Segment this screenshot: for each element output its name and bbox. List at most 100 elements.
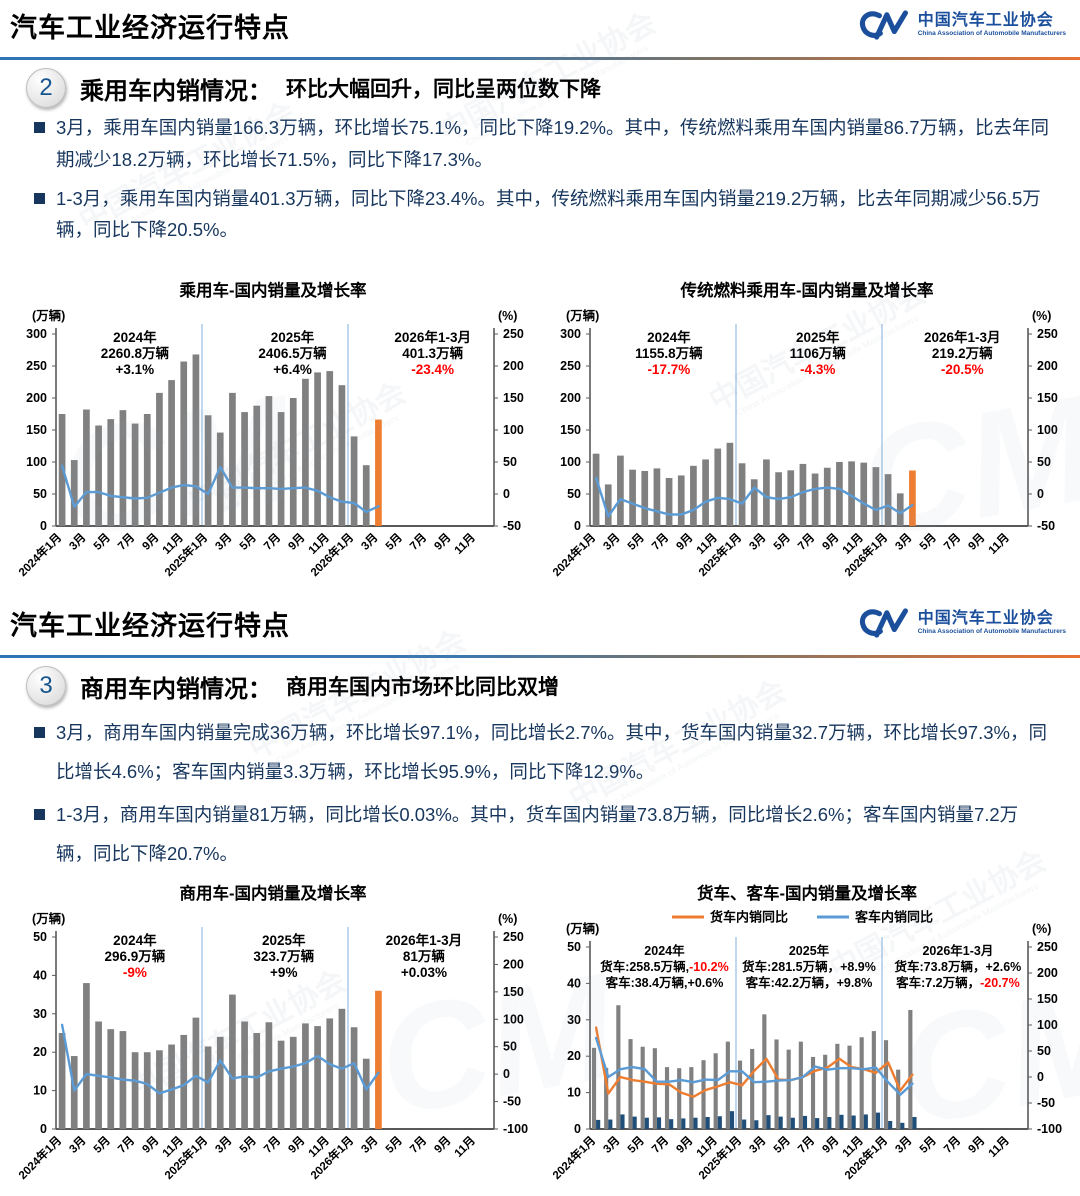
svg-text:-23.4%: -23.4% bbox=[411, 362, 454, 377]
page-title: 汽车工业经济运行特点 bbox=[10, 611, 290, 641]
bullet-text: 3月，乘用车国内销量166.3万辆，环比增长75.1%，同比下降19.2%。其中… bbox=[56, 117, 1050, 170]
svg-text:0: 0 bbox=[574, 1122, 581, 1136]
svg-text:2024年1月: 2024年1月 bbox=[15, 1133, 64, 1182]
svg-text:2024年1月: 2024年1月 bbox=[549, 1133, 598, 1182]
svg-text:(万辆): (万辆) bbox=[566, 308, 599, 323]
svg-text:2024年1月: 2024年1月 bbox=[549, 530, 598, 579]
bullet-item: 3月，商用车国内销量完成36万辆，环比增长97.1%，同比增长2.7%。其中，货… bbox=[34, 714, 1054, 792]
bullet-list: 3月，乘用车国内销量166.3万辆，环比增长75.1%，同比下降19.2%。其中… bbox=[34, 112, 1054, 253]
charts-row: 商用车-国内销量及增长率 (万辆) (%) 0 10 20 30 40 50 -100 -50 0 50… bbox=[6, 879, 1074, 1194]
svg-text:7月: 7月 bbox=[795, 1134, 817, 1156]
svg-text:3月: 3月 bbox=[601, 1134, 623, 1156]
svg-text:3月: 3月 bbox=[359, 1134, 381, 1156]
chart-svg: 乘用车-国内销量及增长率 (万辆) (%) 0 50 100 150 200 250 300 -50… bbox=[15, 280, 524, 579]
svg-text:9月: 9月 bbox=[674, 531, 696, 553]
svg-text:乘用车-国内销量及增长率: 乘用车-国内销量及增长率 bbox=[179, 280, 367, 300]
svg-text:2406.5万辆: 2406.5万辆 bbox=[258, 345, 327, 361]
svg-text:(%): (%) bbox=[498, 309, 517, 323]
svg-text:9月: 9月 bbox=[286, 1134, 308, 1156]
svg-text:5月: 5月 bbox=[91, 1134, 113, 1156]
svg-text:7月: 7月 bbox=[115, 531, 137, 553]
svg-text:11月: 11月 bbox=[452, 1134, 478, 1160]
svg-text:-4.3%: -4.3% bbox=[800, 362, 835, 377]
svg-text:-50: -50 bbox=[503, 519, 521, 533]
svg-text:传统燃料乘用车-国内销量及增长率: 传统燃料乘用车-国内销量及增长率 bbox=[680, 280, 934, 300]
svg-text:5月: 5月 bbox=[917, 531, 939, 553]
svg-text:2026年1-3月: 2026年1-3月 bbox=[924, 329, 1001, 345]
svg-text:(%): (%) bbox=[1032, 309, 1051, 323]
svg-text:100: 100 bbox=[1037, 423, 1058, 437]
svg-text:150: 150 bbox=[503, 985, 524, 999]
svg-text:7月: 7月 bbox=[649, 531, 671, 553]
svg-text:1155.8万辆: 1155.8万辆 bbox=[635, 345, 703, 361]
svg-text:2026年1-3月: 2026年1-3月 bbox=[386, 932, 463, 948]
svg-text:7月: 7月 bbox=[941, 1134, 963, 1156]
svg-text:9月: 9月 bbox=[140, 1134, 162, 1156]
svg-text:300: 300 bbox=[560, 327, 581, 341]
svg-text:9月: 9月 bbox=[966, 531, 988, 553]
svg-text:5月: 5月 bbox=[383, 531, 405, 553]
svg-text:9月: 9月 bbox=[140, 531, 162, 553]
svg-text:250: 250 bbox=[26, 359, 47, 373]
svg-text:10: 10 bbox=[567, 1086, 581, 1100]
svg-text:9月: 9月 bbox=[820, 531, 842, 553]
svg-text:150: 150 bbox=[560, 423, 581, 437]
svg-text:200: 200 bbox=[503, 957, 524, 971]
svg-text:5月: 5月 bbox=[625, 1134, 647, 1156]
svg-text:2024年: 2024年 bbox=[113, 329, 157, 345]
logo-en-label: China Association of Automobile Manufact… bbox=[917, 628, 1066, 636]
section-number-badge: 2 bbox=[26, 68, 66, 108]
svg-text:-50: -50 bbox=[1037, 519, 1055, 533]
bullet-item: 1-3月，乘用车国内销量401.3万辆，同比下降23.4%。其中，传统燃料乘用车… bbox=[34, 183, 1054, 247]
slide-commercial-vehicles: 汽车工业经济运行特点 中国汽车工业协会 China Association of… bbox=[0, 598, 1080, 1196]
svg-text:客车:42.2万辆，+9.8%: 客车:42.2万辆，+9.8% bbox=[745, 975, 873, 990]
svg-text:(万辆): (万辆) bbox=[32, 911, 65, 926]
svg-text:3月: 3月 bbox=[601, 531, 623, 553]
svg-text:5月: 5月 bbox=[625, 531, 647, 553]
bullet-text: 1-3月，商用车国内销量81万辆，同比增长0.03%。其中，货车国内销量73.8… bbox=[56, 803, 1019, 864]
svg-text:-100: -100 bbox=[1037, 1122, 1062, 1136]
svg-text:250: 250 bbox=[503, 327, 524, 341]
svg-text:-100: -100 bbox=[503, 1122, 528, 1136]
caam-logo-mark-icon bbox=[859, 608, 908, 638]
svg-text:2026年1-3月: 2026年1-3月 bbox=[922, 943, 993, 958]
svg-text:5月: 5月 bbox=[91, 531, 113, 553]
bullet-marker bbox=[34, 808, 45, 820]
svg-text:219.2万辆: 219.2万辆 bbox=[932, 345, 993, 361]
svg-text:3月: 3月 bbox=[893, 531, 915, 553]
svg-text:3月: 3月 bbox=[747, 531, 769, 553]
caam-logo-mark-icon bbox=[859, 10, 908, 40]
section-title: 商用车内销情况： bbox=[80, 675, 272, 703]
svg-text:货车:73.8万辆，+2.6%: 货车:73.8万辆，+2.6% bbox=[895, 959, 1022, 974]
svg-text:0: 0 bbox=[1037, 487, 1044, 501]
svg-text:5月: 5月 bbox=[771, 1134, 793, 1156]
svg-text:2025年: 2025年 bbox=[796, 329, 840, 345]
header-divider bbox=[0, 655, 1080, 658]
svg-text:7月: 7月 bbox=[407, 1134, 429, 1156]
svg-text:50: 50 bbox=[567, 940, 581, 954]
svg-text:50: 50 bbox=[567, 487, 581, 501]
svg-text:货车、客车-国内销量及增长率: 货车、客车-国内销量及增长率 bbox=[697, 883, 917, 903]
svg-text:150: 150 bbox=[1037, 992, 1058, 1006]
chart-passenger-car-domestic-sales: 乘用车-国内销量及增长率 (万辆) (%) 0 50 100 150 200 250 300 -50… bbox=[6, 276, 540, 591]
section-subtitle: 商用车国内市场环比同比双增 bbox=[286, 676, 559, 699]
svg-text:20: 20 bbox=[33, 1045, 47, 1059]
svg-text:0: 0 bbox=[40, 1122, 47, 1136]
slide-passenger-cars: 汽车工业经济运行特点 中国汽车工业协会 China Association of… bbox=[0, 8, 1080, 591]
bullet-marker bbox=[34, 192, 45, 204]
svg-text:+3.1%: +3.1% bbox=[116, 362, 155, 377]
svg-text:客车:7.2万辆，-20.7%: 客车:7.2万辆，-20.7% bbox=[895, 975, 1020, 990]
svg-text:9月: 9月 bbox=[966, 1134, 988, 1156]
svg-text:-20.5%: -20.5% bbox=[941, 362, 984, 377]
svg-text:商用车-国内销量及增长率: 商用车-国内销量及增长率 bbox=[180, 883, 367, 903]
svg-text:200: 200 bbox=[1037, 966, 1058, 980]
svg-text:7月: 7月 bbox=[115, 1134, 137, 1156]
svg-text:10: 10 bbox=[33, 1084, 47, 1098]
caam-logo: 中国汽车工业协会 China Association of Automobile… bbox=[859, 8, 1066, 42]
svg-text:30: 30 bbox=[33, 1007, 47, 1021]
svg-text:(万辆): (万辆) bbox=[32, 308, 65, 323]
svg-text:2024年: 2024年 bbox=[644, 943, 685, 958]
section-number-badge: 3 bbox=[26, 666, 66, 706]
svg-text:250: 250 bbox=[503, 930, 524, 944]
svg-text:7月: 7月 bbox=[795, 531, 817, 553]
